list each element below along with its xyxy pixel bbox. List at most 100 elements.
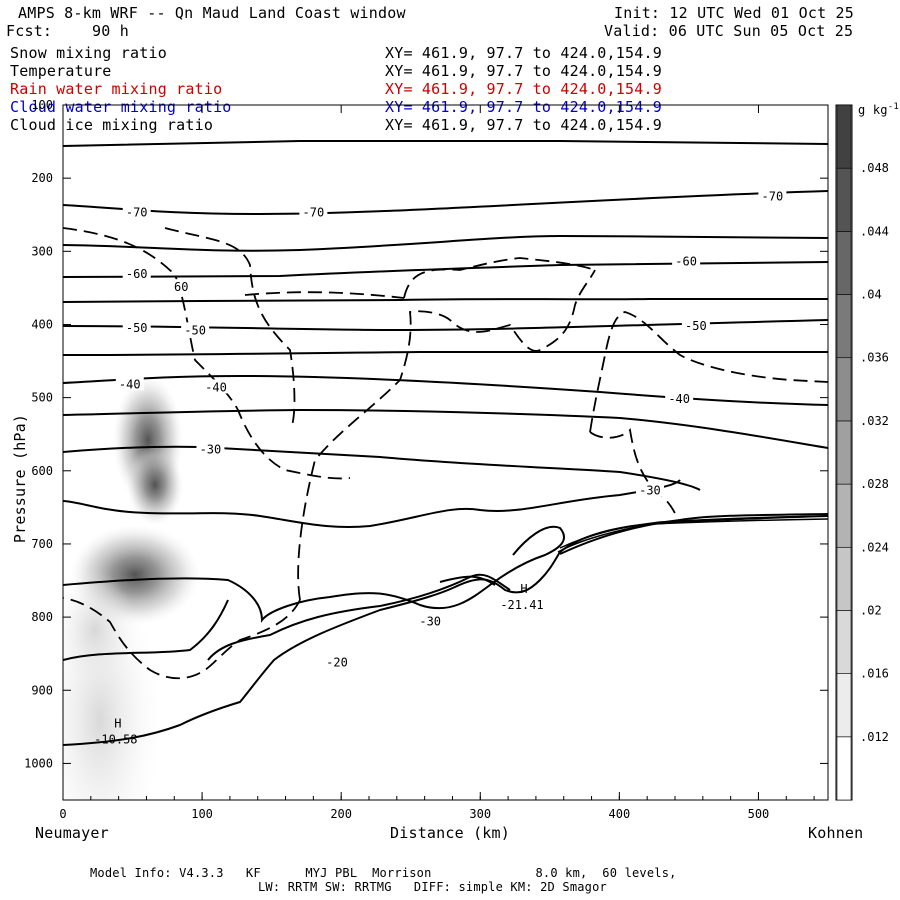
y-tick-label: 700 xyxy=(31,537,53,551)
extremum-mark: H xyxy=(520,582,527,596)
colorbar-unit-exp: -1 xyxy=(887,102,899,112)
legend-xy: XY= 461.9, 97.7 to 424.0,154.9 xyxy=(385,80,662,98)
valid-time: Valid: 06 UTC Sun 05 Oct 25 xyxy=(604,22,854,40)
extremum-value: -10.58 xyxy=(94,732,137,746)
dashed-contour-label: -40 xyxy=(205,380,227,394)
temperature-label-bg xyxy=(665,391,694,406)
colorbar-tick-label: .024 xyxy=(860,540,889,554)
temperature-label-bg xyxy=(196,441,225,456)
y-tick-label: 300 xyxy=(31,244,53,258)
colorbar-tick-label: .016 xyxy=(860,667,889,681)
colorbar-swatch xyxy=(836,736,852,801)
y-tick-label: 500 xyxy=(31,391,53,405)
legend-xy: XY= 461.9, 97.7 to 424.0,154.9 xyxy=(385,116,662,134)
mixing-ratio-shading xyxy=(63,375,200,800)
dashed-contour-label-bg xyxy=(202,379,230,394)
chart-title: AMPS 8-km WRF -- Qn Maud Land Coast wind… xyxy=(18,4,406,22)
colorbar: .012 .016 .02 .024 .028 .032 .036 .04 .044 .048 xyxy=(836,104,889,801)
model-info-line1: Model Info: V4.3.3 KF MYJ PBL Morrison 8… xyxy=(90,866,677,880)
dashed-contour-label-bg xyxy=(167,279,196,294)
x-tick-label: 400 xyxy=(609,807,631,821)
temperature-label-bg xyxy=(635,482,664,497)
colorbar-swatch xyxy=(836,483,852,548)
y-tick-label: 1000 xyxy=(24,756,53,770)
init-time: Init: 12 UTC Wed 01 Oct 25 xyxy=(614,4,854,22)
dashed-contour-label-bg xyxy=(181,322,210,337)
x-axis-title: Distance (km) xyxy=(390,824,510,842)
plot-frame xyxy=(62,104,829,801)
y-tick-label: 900 xyxy=(31,683,53,697)
colorbar-tick-label: .048 xyxy=(860,161,889,175)
temperature-label: -70 xyxy=(303,206,325,220)
axes: 0 100 200 300 400 500 100 200 300 400 500 600 700 800… xyxy=(24,98,828,821)
colorbar-swatch xyxy=(836,104,852,169)
colorbar-tick-label: .036 xyxy=(860,351,889,365)
y-axis-title: Pressure (hPa) xyxy=(11,413,30,544)
x-tick-label: 200 xyxy=(330,807,352,821)
temperature-label: -50 xyxy=(685,319,707,333)
legend-label: Snow mixing ratio xyxy=(10,44,167,62)
colorbar-swatch xyxy=(836,610,852,674)
temperature-label-bg xyxy=(323,654,352,669)
dashed-contours xyxy=(63,227,828,680)
colorbar-swatch xyxy=(836,357,852,422)
legend-label: Cloud ice mixing ratio xyxy=(10,116,214,134)
colorbar-swatch xyxy=(836,420,852,485)
colorbar-swatch xyxy=(836,673,852,738)
colorbar-tick-label: .032 xyxy=(860,414,889,428)
temperature-label: -40 xyxy=(668,392,690,406)
temperature-label: -70 xyxy=(762,189,784,203)
colorbar-unit-base: g kg xyxy=(858,103,888,117)
x-tick-label: 100 xyxy=(191,807,213,821)
temperature-label: -30 xyxy=(639,484,661,498)
temperature-label: -60 xyxy=(126,267,148,281)
legend-xy: XY= 461.9, 97.7 to 424.0,154.9 xyxy=(385,98,662,116)
temperature-label: -20 xyxy=(326,655,348,669)
colorbar-tick-label: .02 xyxy=(860,603,882,617)
colorbar-tick-label: .028 xyxy=(860,477,889,491)
temperature-label-bg xyxy=(115,376,144,391)
forecast-hours: 90 h xyxy=(92,22,129,40)
temperature-label: -30 xyxy=(419,614,441,628)
temperature-label-bg xyxy=(122,265,151,280)
temperature-label-bg xyxy=(299,204,328,219)
temperature-label-bg xyxy=(681,317,710,332)
x-tick-label: 500 xyxy=(748,807,770,821)
extremum-value: -21.41 xyxy=(500,598,543,612)
x-tick-label: 300 xyxy=(469,807,491,821)
temperature-label: -40 xyxy=(119,377,141,391)
forecast-label: Fcst: xyxy=(6,22,53,40)
colorbar-swatch xyxy=(836,167,852,232)
temperature-label-bg xyxy=(416,613,445,628)
x-tick-label: 0 xyxy=(59,807,66,821)
dashed-contour-label: 60 xyxy=(174,280,188,294)
y-tick-label: 100 xyxy=(31,98,53,112)
temperature-label-bg xyxy=(672,253,701,268)
colorbar-unit: g kg-1 xyxy=(858,100,899,117)
dashed-contour-label: -50 xyxy=(184,323,206,337)
y-tick-label: 600 xyxy=(31,464,53,478)
colorbar-tick-label: .04 xyxy=(860,288,882,302)
left-endpoint-label: Neumayer xyxy=(35,824,109,842)
temperature-label: -60 xyxy=(675,255,697,269)
temperature-contours xyxy=(63,140,828,746)
y-tick-label: 800 xyxy=(31,610,53,624)
temperature-label-bg xyxy=(758,188,787,203)
legend-xy: XY= 461.9, 97.7 to 424.0,154.9 xyxy=(385,62,662,80)
temperature-label: -50 xyxy=(126,321,148,335)
model-info-line2: LW: RRTM SW: RRTMG DIFF: simple KM: 2D S… xyxy=(258,880,607,894)
y-tick-label: 200 xyxy=(31,171,53,185)
temperature-label: -30 xyxy=(200,443,222,457)
temperature-label-bg xyxy=(122,204,151,219)
colorbar-swatch xyxy=(836,294,852,359)
legend-label: Temperature xyxy=(10,62,112,80)
colorbar-tick-label: .044 xyxy=(860,224,889,238)
right-endpoint-label: Kohnen xyxy=(808,824,864,842)
legend-label: Rain water mixing ratio xyxy=(10,80,223,98)
temperature-label-bg xyxy=(122,320,151,335)
colorbar-tick-label: .012 xyxy=(860,730,889,744)
legend-label: Cloud water mixing ratio xyxy=(10,98,232,116)
contour-labels: -70 -70 -70 -60 -60 -50 -50 -40 -40 -30 -30 -30 -20 6… xyxy=(94,188,787,746)
y-tick-label: 400 xyxy=(31,317,53,331)
